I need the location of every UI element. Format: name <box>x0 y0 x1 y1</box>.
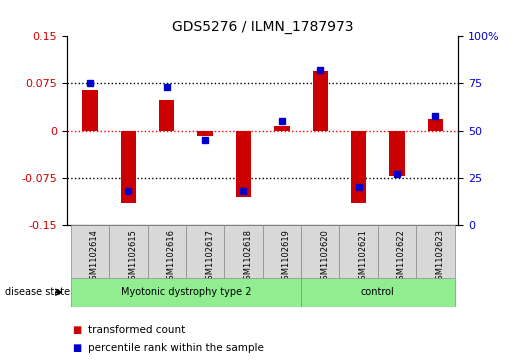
Text: control: control <box>361 287 394 297</box>
Text: GSM1102615: GSM1102615 <box>128 229 138 285</box>
Text: disease state: disease state <box>5 287 70 297</box>
Bar <box>416 225 455 278</box>
Bar <box>236 131 251 197</box>
Bar <box>109 225 147 278</box>
Bar <box>339 225 378 278</box>
Bar <box>378 225 416 278</box>
Bar <box>263 225 301 278</box>
Text: GSM1102623: GSM1102623 <box>435 229 444 285</box>
Bar <box>197 131 213 136</box>
Bar <box>301 278 455 307</box>
Text: GSM1102614: GSM1102614 <box>90 229 99 285</box>
Text: GSM1102616: GSM1102616 <box>167 229 176 285</box>
Text: GSM1102619: GSM1102619 <box>282 229 291 285</box>
Bar <box>313 71 328 131</box>
Bar <box>351 131 366 203</box>
Text: percentile rank within the sample: percentile rank within the sample <box>88 343 264 354</box>
Text: GSM1102620: GSM1102620 <box>320 229 329 285</box>
Text: ■: ■ <box>72 325 81 335</box>
Bar <box>301 225 339 278</box>
Bar <box>224 225 263 278</box>
Text: GSM1102622: GSM1102622 <box>397 229 406 285</box>
Text: GSM1102618: GSM1102618 <box>244 229 252 285</box>
Bar <box>71 278 301 307</box>
Text: transformed count: transformed count <box>88 325 185 335</box>
Text: Myotonic dystrophy type 2: Myotonic dystrophy type 2 <box>121 287 251 297</box>
Bar <box>147 225 186 278</box>
Bar <box>82 90 98 131</box>
Bar <box>71 225 109 278</box>
Bar <box>159 101 175 131</box>
Text: ■: ■ <box>72 343 81 354</box>
Bar <box>186 225 224 278</box>
Title: GDS5276 / ILMN_1787973: GDS5276 / ILMN_1787973 <box>172 20 353 34</box>
Bar <box>389 131 405 176</box>
Bar <box>274 126 289 131</box>
Text: GSM1102617: GSM1102617 <box>205 229 214 285</box>
Text: GSM1102621: GSM1102621 <box>358 229 368 285</box>
Bar <box>121 131 136 203</box>
Bar <box>427 119 443 131</box>
